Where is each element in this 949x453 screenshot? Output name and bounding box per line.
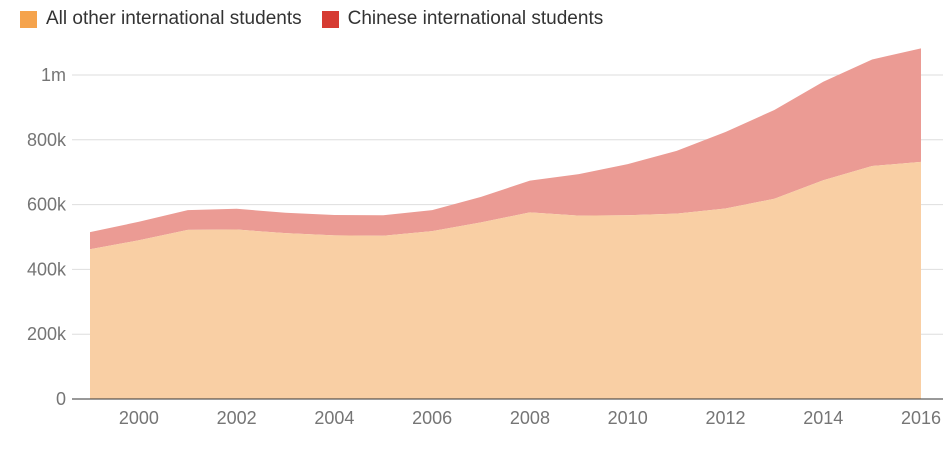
- legend-swatch-chinese-students: [321, 10, 339, 28]
- y-tick-label: 0: [56, 389, 66, 409]
- legend-swatch-other-students: [20, 10, 37, 28]
- x-tick-label: 2010: [608, 408, 648, 428]
- x-tick-label: 2000: [119, 408, 159, 428]
- x-tick-label: 2008: [510, 408, 550, 428]
- y-tick-label: 400k: [27, 259, 67, 279]
- x-tick-label: 2012: [705, 408, 745, 428]
- y-tick-label: 600k: [27, 195, 67, 215]
- legend-item-other-students: All other international students: [20, 8, 302, 30]
- legend-item-chinese-students: Chinese international students: [321, 8, 604, 30]
- legend-label-other-students: All other international students: [46, 8, 302, 29]
- x-tick-label: 2006: [412, 408, 452, 428]
- x-tick-label: 2002: [217, 408, 257, 428]
- x-tick-label: 2004: [314, 408, 354, 428]
- y-tick-label: 200k: [27, 324, 67, 344]
- x-tick-label: 2016: [901, 408, 941, 428]
- legend-label-chinese-students: Chinese international students: [347, 8, 604, 29]
- chart-legend: All other international students Chinese…: [20, 8, 623, 30]
- area-chinese-international-students: [90, 48, 921, 250]
- x-tick-label: 2014: [803, 408, 843, 428]
- y-tick-label: 1m: [41, 65, 66, 85]
- y-tick-label: 800k: [27, 130, 67, 150]
- area-all-other-international-students: [90, 161, 921, 399]
